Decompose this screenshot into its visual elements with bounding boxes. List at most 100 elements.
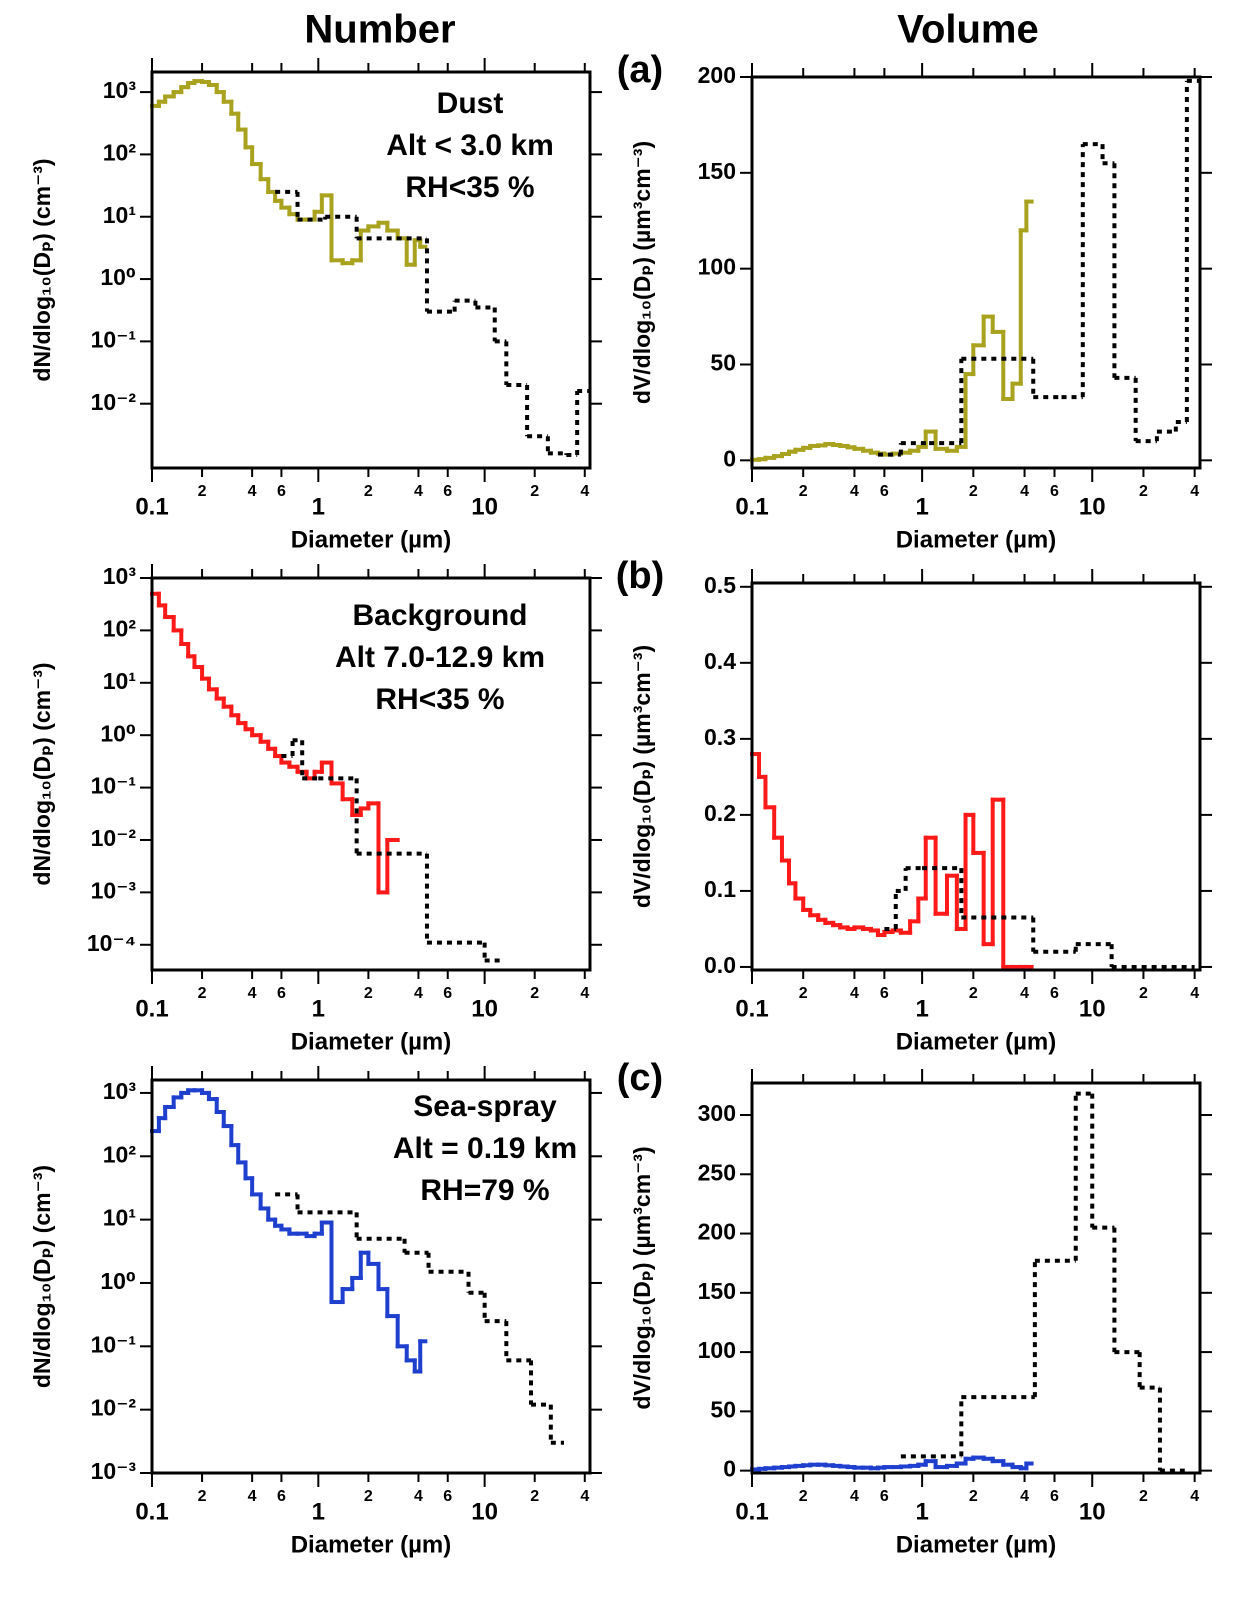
panel-label: (c) bbox=[617, 1057, 663, 1099]
x-tick-label: 0.1 bbox=[135, 1498, 168, 1525]
y-tick-label: 0 bbox=[723, 1456, 736, 1482]
x-tick-label: 1 bbox=[915, 995, 928, 1022]
x-tick-label: 4 bbox=[850, 985, 859, 1002]
x-tick-label: 2 bbox=[198, 483, 207, 500]
x-tick-label: 4 bbox=[1020, 483, 1029, 500]
annotation: Sea-spray bbox=[413, 1090, 557, 1123]
x-tick-label: 2 bbox=[530, 483, 539, 500]
x-tick-label: 2 bbox=[364, 985, 373, 1002]
annotation: RH=79 % bbox=[420, 1174, 549, 1207]
x-tick-label: 10 bbox=[1079, 995, 1106, 1022]
x-tick-label: 2 bbox=[198, 985, 207, 1002]
y-tick-label: 300 bbox=[698, 1100, 736, 1126]
y-tick-label: 10⁰ bbox=[100, 1268, 136, 1294]
y-tick-label: 250 bbox=[698, 1159, 736, 1185]
x-axis-title: Diameter (µm) bbox=[896, 526, 1057, 553]
x-tick-label: 0.1 bbox=[135, 493, 168, 520]
x-tick-label: 0.1 bbox=[735, 493, 768, 520]
y-tick-label: 50 bbox=[710, 350, 736, 376]
annotation: RH<35 % bbox=[405, 171, 534, 204]
y-tick-label: 10⁻² bbox=[91, 389, 137, 415]
y-tick-label: 10³ bbox=[103, 563, 137, 589]
x-tick-label: 2 bbox=[1139, 1488, 1148, 1505]
x-tick-label: 6 bbox=[277, 1488, 286, 1505]
x-tick-label: 6 bbox=[1050, 985, 1059, 1002]
x-tick-label: 1 bbox=[312, 493, 325, 520]
x-tick-label: 4 bbox=[1190, 483, 1199, 500]
x-tick-label: 6 bbox=[880, 1488, 889, 1505]
annotation: RH<35 % bbox=[375, 683, 504, 716]
x-tick-label: 2 bbox=[530, 1488, 539, 1505]
y-tick-label: 10⁻² bbox=[91, 825, 137, 851]
x-tick-label: 6 bbox=[1050, 1488, 1059, 1505]
x-tick-label: 4 bbox=[1190, 985, 1199, 1002]
y-tick-label: 200 bbox=[698, 62, 736, 88]
x-tick-label: 6 bbox=[880, 985, 889, 1002]
x-tick-label: 10 bbox=[471, 493, 498, 520]
x-tick-label: 6 bbox=[277, 985, 286, 1002]
x-tick-label: 2 bbox=[799, 1488, 808, 1505]
y-tick-label: 10⁰ bbox=[100, 264, 136, 290]
y-tick-label: 10³ bbox=[103, 77, 137, 103]
y-tick-label: 0.2 bbox=[704, 800, 736, 826]
x-tick-label: 2 bbox=[969, 985, 978, 1002]
column-header: Number bbox=[304, 8, 455, 52]
y-tick-label: 10⁻³ bbox=[91, 877, 137, 903]
y-tick-label: 10⁻¹ bbox=[91, 1331, 136, 1357]
y-tick-label: 10¹ bbox=[103, 1205, 136, 1231]
y-tick-label: 10⁻⁴ bbox=[87, 930, 136, 956]
x-tick-label: 10 bbox=[471, 1498, 498, 1525]
x-tick-label: 4 bbox=[414, 1488, 423, 1505]
x-tick-label: 4 bbox=[580, 483, 589, 500]
x-tick-label: 4 bbox=[850, 483, 859, 500]
y-axis-title: dV/dlog₁₀(Dₚ) (µm³cm⁻³) bbox=[629, 645, 655, 908]
x-tick-label: 0.1 bbox=[735, 995, 768, 1022]
x-tick-label: 2 bbox=[364, 483, 373, 500]
y-axis-title: dV/dlog₁₀(Dₚ) (µm³cm⁻³) bbox=[629, 1146, 655, 1409]
y-axis-title: dN/dlog₁₀(Dₚ) (cm⁻³) bbox=[29, 1165, 55, 1388]
x-tick-label: 2 bbox=[530, 985, 539, 1002]
x-tick-label: 4 bbox=[414, 483, 423, 500]
x-tick-label: 10 bbox=[471, 995, 498, 1022]
x-tick-label: 6 bbox=[880, 483, 889, 500]
y-axis-title: dN/dlog₁₀(Dₚ) (cm⁻³) bbox=[29, 158, 55, 381]
y-tick-label: 100 bbox=[698, 1337, 736, 1363]
y-tick-label: 10⁻¹ bbox=[91, 773, 136, 799]
x-tick-label: 10 bbox=[1079, 493, 1106, 520]
x-tick-label: 4 bbox=[1020, 1488, 1029, 1505]
y-tick-label: 10⁻³ bbox=[91, 1458, 137, 1484]
plot-frame bbox=[750, 1081, 1202, 1475]
x-tick-label: 2 bbox=[198, 1488, 207, 1505]
y-tick-label: 0.1 bbox=[704, 876, 736, 902]
x-tick-label: 0.1 bbox=[735, 1498, 768, 1525]
y-tick-label: 150 bbox=[698, 158, 736, 184]
x-tick-label: 6 bbox=[443, 1488, 452, 1505]
y-tick-label: 0.4 bbox=[704, 648, 736, 674]
plot-frame bbox=[150, 70, 592, 470]
x-tick-label: 2 bbox=[1139, 483, 1148, 500]
y-tick-label: 10³ bbox=[103, 1078, 137, 1104]
x-tick-label: 2 bbox=[1139, 985, 1148, 1002]
x-tick-label: 6 bbox=[443, 483, 452, 500]
x-tick-label: 4 bbox=[414, 985, 423, 1002]
y-tick-label: 50 bbox=[710, 1396, 736, 1422]
plot-frame bbox=[150, 1078, 592, 1475]
x-tick-label: 4 bbox=[248, 985, 257, 1002]
x-tick-label: 6 bbox=[443, 985, 452, 1002]
x-tick-label: 4 bbox=[580, 1488, 589, 1505]
x-axis-title: Diameter (µm) bbox=[291, 526, 452, 553]
x-tick-label: 4 bbox=[1020, 985, 1029, 1002]
annotation: Alt = 0.19 km bbox=[393, 1132, 577, 1165]
x-tick-label: 0.1 bbox=[135, 995, 168, 1022]
y-tick-label: 10⁻² bbox=[91, 1395, 137, 1421]
y-tick-label: 10² bbox=[103, 1141, 137, 1167]
x-axis-title: Diameter (µm) bbox=[291, 1531, 452, 1558]
x-tick-label: 2 bbox=[799, 483, 808, 500]
plot-frame bbox=[750, 75, 1202, 470]
y-tick-label: 10² bbox=[103, 139, 137, 165]
annotation: Dust bbox=[437, 87, 504, 120]
x-tick-label: 4 bbox=[580, 985, 589, 1002]
x-axis-title: Diameter (µm) bbox=[291, 1028, 452, 1055]
